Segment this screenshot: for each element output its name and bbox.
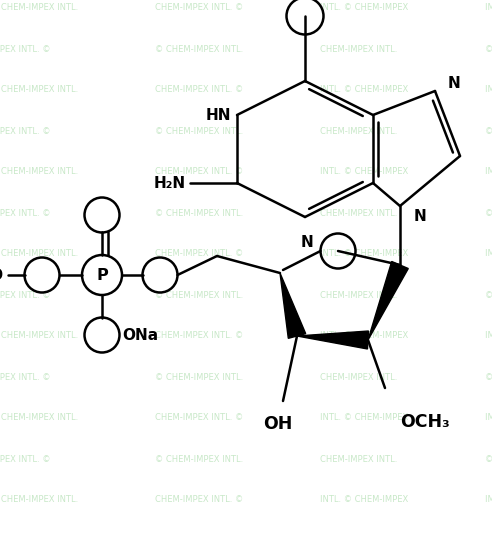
Polygon shape — [368, 262, 408, 340]
Text: INTL. © CHEM-IMPEX: INTL. © CHEM-IMPEX — [320, 496, 408, 505]
Text: IMPEX INTL. ©: IMPEX INTL. © — [485, 414, 492, 423]
Polygon shape — [297, 331, 369, 349]
Text: INTL. © CHEM-IMPEX: INTL. © CHEM-IMPEX — [320, 85, 408, 94]
Text: CHEM-IMPEX INTL.: CHEM-IMPEX INTL. — [320, 208, 398, 217]
Text: © CHEM-IMPEX INTL.: © CHEM-IMPEX INTL. — [155, 455, 243, 464]
Text: CHEM-IMPEX INTL.: CHEM-IMPEX INTL. — [320, 455, 398, 464]
Text: © CHEM-IMPEX INTL.: © CHEM-IMPEX INTL. — [0, 4, 78, 12]
Text: INTL. © CHEM-IMPEX: INTL. © CHEM-IMPEX — [320, 414, 408, 423]
Text: © CHEM-IMPEX INTL.: © CHEM-IMPEX INTL. — [485, 290, 492, 300]
Text: N: N — [301, 235, 313, 250]
Text: © CHEM-IMPEX INTL.: © CHEM-IMPEX INTL. — [0, 414, 78, 423]
Text: IMPEX INTL. ©: IMPEX INTL. © — [485, 496, 492, 505]
Text: P: P — [96, 268, 108, 282]
Text: CHEM-IMPEX INTL. ©: CHEM-IMPEX INTL. © — [155, 249, 243, 259]
Text: CHEM-IMPEX INTL.: CHEM-IMPEX INTL. — [320, 44, 398, 53]
Text: © CHEM-IMPEX INTL.: © CHEM-IMPEX INTL. — [0, 332, 78, 341]
Text: INTL. © CHEM-IMPEX: INTL. © CHEM-IMPEX — [320, 249, 408, 259]
Text: © CHEM-IMPEX INTL.: © CHEM-IMPEX INTL. — [0, 85, 78, 94]
Text: IMPEX INTL. ©: IMPEX INTL. © — [0, 126, 51, 135]
Text: IMPEX INTL. ©: IMPEX INTL. © — [485, 249, 492, 259]
Text: CHEM-IMPEX INTL. ©: CHEM-IMPEX INTL. © — [155, 4, 243, 12]
Text: IMPEX INTL. ©: IMPEX INTL. © — [485, 85, 492, 94]
Text: INTL. © CHEM-IMPEX: INTL. © CHEM-IMPEX — [320, 167, 408, 176]
Polygon shape — [280, 273, 306, 338]
Text: N: N — [448, 77, 461, 92]
Text: CHEM-IMPEX INTL. ©: CHEM-IMPEX INTL. © — [155, 414, 243, 423]
Text: IMPEX INTL. ©: IMPEX INTL. © — [485, 167, 492, 176]
Text: INTL. © CHEM-IMPEX: INTL. © CHEM-IMPEX — [320, 4, 408, 12]
Text: © CHEM-IMPEX INTL.: © CHEM-IMPEX INTL. — [155, 208, 243, 217]
Text: IMPEX INTL. ©: IMPEX INTL. © — [485, 4, 492, 12]
Text: © CHEM-IMPEX INTL.: © CHEM-IMPEX INTL. — [0, 249, 78, 259]
Text: HN: HN — [206, 108, 231, 123]
Text: © CHEM-IMPEX INTL.: © CHEM-IMPEX INTL. — [155, 290, 243, 300]
Text: © CHEM-IMPEX INTL.: © CHEM-IMPEX INTL. — [485, 455, 492, 464]
Text: H₂N: H₂N — [154, 175, 186, 190]
Text: CHEM-IMPEX INTL. ©: CHEM-IMPEX INTL. © — [155, 167, 243, 176]
Text: IMPEX INTL. ©: IMPEX INTL. © — [0, 373, 51, 382]
Text: © CHEM-IMPEX INTL.: © CHEM-IMPEX INTL. — [485, 208, 492, 217]
Text: © CHEM-IMPEX INTL.: © CHEM-IMPEX INTL. — [0, 167, 78, 176]
Text: © CHEM-IMPEX INTL.: © CHEM-IMPEX INTL. — [155, 44, 243, 53]
Text: IMPEX INTL. ©: IMPEX INTL. © — [0, 44, 51, 53]
Text: IMPEX INTL. ©: IMPEX INTL. © — [485, 332, 492, 341]
Text: © CHEM-IMPEX INTL.: © CHEM-IMPEX INTL. — [155, 373, 243, 382]
Text: OH: OH — [263, 415, 293, 433]
Text: IMPEX INTL. ©: IMPEX INTL. © — [0, 208, 51, 217]
Text: OCH₃: OCH₃ — [400, 413, 450, 431]
Text: © CHEM-IMPEX INTL.: © CHEM-IMPEX INTL. — [0, 496, 78, 505]
Text: INTL. © CHEM-IMPEX: INTL. © CHEM-IMPEX — [320, 332, 408, 341]
Text: CHEM-IMPEX INTL. ©: CHEM-IMPEX INTL. © — [155, 332, 243, 341]
Text: CHEM-IMPEX INTL.: CHEM-IMPEX INTL. — [320, 126, 398, 135]
Text: CHEM-IMPEX INTL. ©: CHEM-IMPEX INTL. © — [155, 85, 243, 94]
Text: IMPEX INTL. ©: IMPEX INTL. © — [0, 290, 51, 300]
Text: CHEM-IMPEX INTL. ©: CHEM-IMPEX INTL. © — [155, 496, 243, 505]
Text: ONa: ONa — [122, 327, 158, 343]
Text: © CHEM-IMPEX INTL.: © CHEM-IMPEX INTL. — [485, 373, 492, 382]
Text: NaO: NaO — [0, 268, 4, 282]
Text: IMPEX INTL. ©: IMPEX INTL. © — [0, 455, 51, 464]
Text: © CHEM-IMPEX INTL.: © CHEM-IMPEX INTL. — [485, 126, 492, 135]
Text: N: N — [414, 209, 427, 224]
Text: © CHEM-IMPEX INTL.: © CHEM-IMPEX INTL. — [485, 44, 492, 53]
Text: CHEM-IMPEX INTL.: CHEM-IMPEX INTL. — [320, 373, 398, 382]
Text: © CHEM-IMPEX INTL.: © CHEM-IMPEX INTL. — [155, 126, 243, 135]
Text: CHEM-IMPEX INTL.: CHEM-IMPEX INTL. — [320, 290, 398, 300]
